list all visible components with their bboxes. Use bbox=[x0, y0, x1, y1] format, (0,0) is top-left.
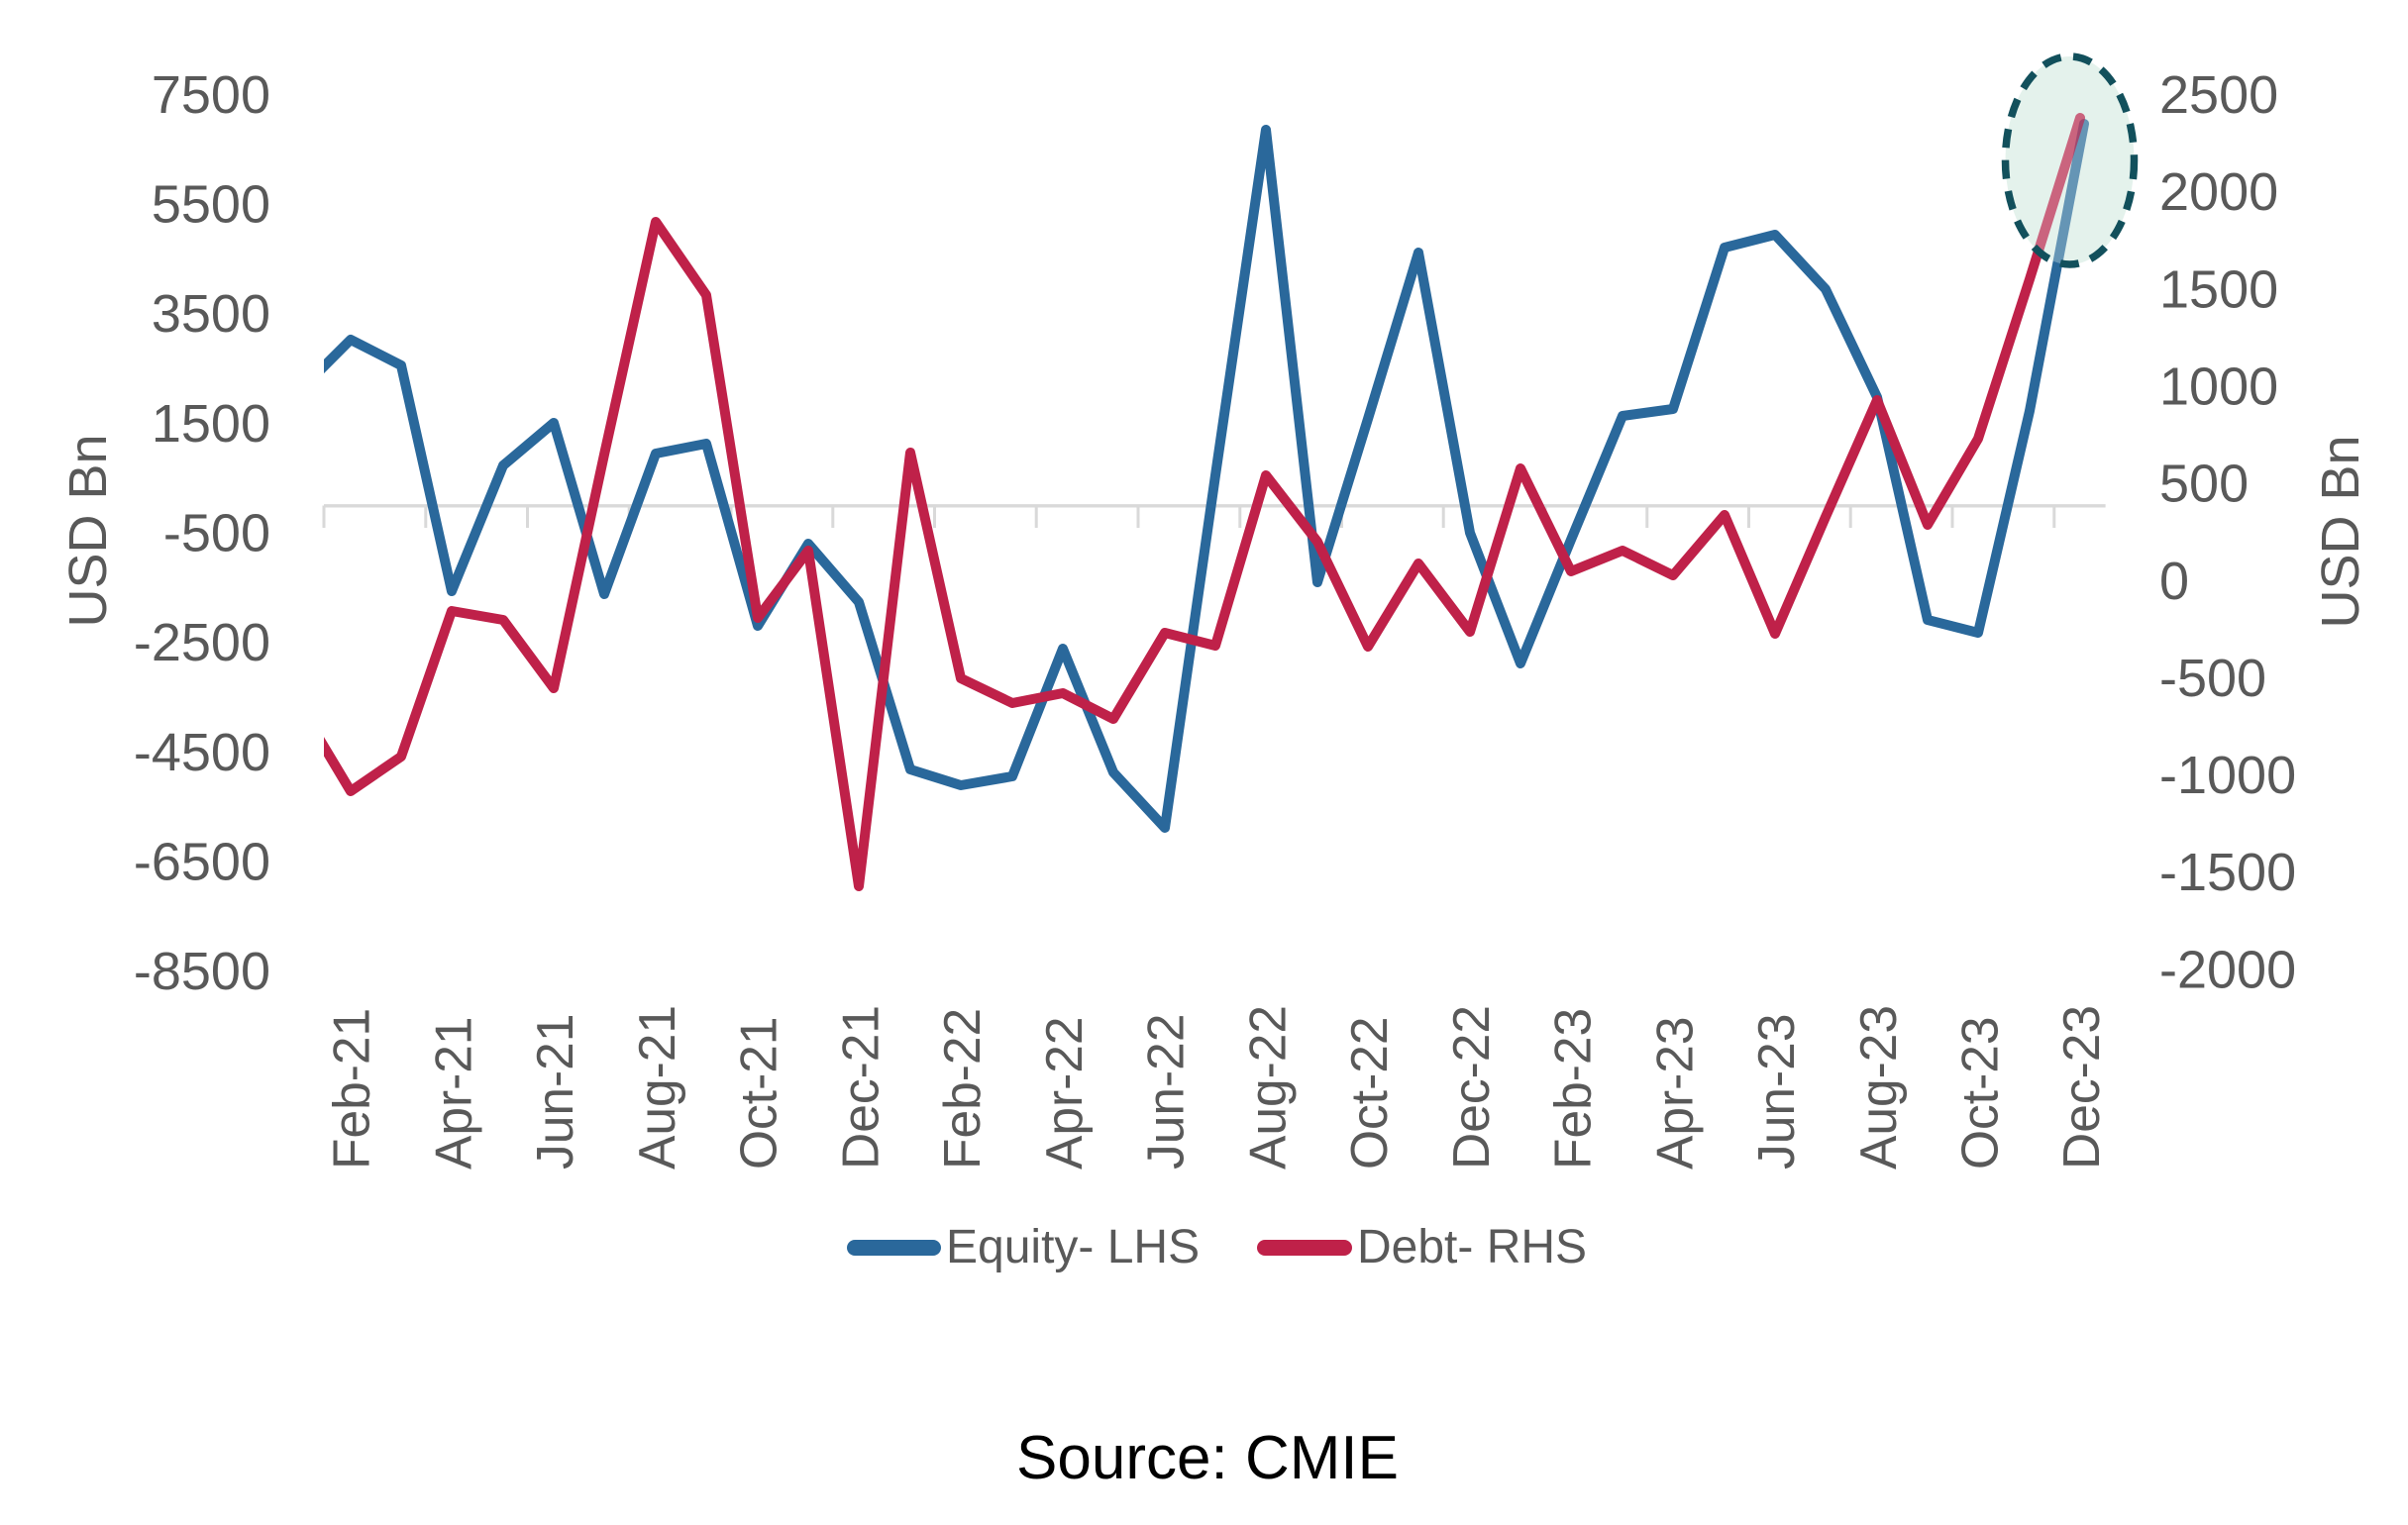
svg-text:3500: 3500 bbox=[152, 284, 270, 344]
svg-text:Apr-21: Apr-21 bbox=[424, 1016, 481, 1169]
svg-text:5500: 5500 bbox=[152, 175, 270, 235]
svg-text:Equity- LHS: Equity- LHS bbox=[946, 1221, 1200, 1273]
svg-text:Oct-22: Oct-22 bbox=[1340, 1016, 1398, 1169]
svg-text:-1000: -1000 bbox=[2159, 746, 2296, 805]
svg-text:Debt- RHS: Debt- RHS bbox=[1357, 1221, 1587, 1273]
svg-text:Dec-21: Dec-21 bbox=[831, 1005, 889, 1169]
svg-text:-4500: -4500 bbox=[134, 723, 270, 782]
svg-text:1000: 1000 bbox=[2159, 357, 2278, 417]
svg-text:Apr-23: Apr-23 bbox=[1645, 1016, 1703, 1169]
svg-text:Oct-23: Oct-23 bbox=[1951, 1016, 2009, 1169]
svg-text:2000: 2000 bbox=[2159, 162, 2278, 222]
svg-text:Jun-22: Jun-22 bbox=[1137, 1014, 1195, 1169]
svg-text:-2000: -2000 bbox=[2159, 940, 2296, 999]
svg-text:7500: 7500 bbox=[152, 65, 270, 125]
svg-text:500: 500 bbox=[2159, 455, 2249, 514]
svg-text:2500: 2500 bbox=[2159, 65, 2278, 125]
svg-text:Jun-23: Jun-23 bbox=[1747, 1014, 1805, 1169]
svg-text:Oct-21: Oct-21 bbox=[730, 1016, 787, 1169]
svg-text:-2500: -2500 bbox=[134, 613, 270, 672]
svg-text:Aug-22: Aug-22 bbox=[1238, 1005, 1296, 1169]
svg-text:-500: -500 bbox=[163, 504, 270, 563]
svg-text:-1500: -1500 bbox=[2159, 843, 2296, 902]
svg-text:Feb-22: Feb-22 bbox=[933, 1008, 991, 1169]
svg-text:Dec-23: Dec-23 bbox=[2052, 1005, 2110, 1169]
svg-text:-6500: -6500 bbox=[134, 832, 270, 891]
svg-text:1500: 1500 bbox=[152, 394, 270, 454]
svg-text:Aug-21: Aug-21 bbox=[628, 1005, 685, 1169]
svg-text:USD Bn: USD Bn bbox=[58, 434, 118, 627]
svg-text:Jun-21: Jun-21 bbox=[526, 1014, 583, 1169]
svg-text:Feb-21: Feb-21 bbox=[323, 1008, 380, 1169]
svg-text:Source: CMIE: Source: CMIE bbox=[1016, 1424, 1399, 1492]
svg-text:USD Bn: USD Bn bbox=[2311, 435, 2370, 628]
svg-text:0: 0 bbox=[2159, 552, 2189, 611]
svg-text:1500: 1500 bbox=[2159, 259, 2278, 319]
svg-text:-8500: -8500 bbox=[134, 942, 270, 1001]
svg-text:Apr-22: Apr-22 bbox=[1035, 1016, 1093, 1169]
svg-text:Dec-22: Dec-22 bbox=[1442, 1005, 1500, 1169]
svg-text:Aug-23: Aug-23 bbox=[1849, 1005, 1907, 1169]
svg-text:-500: -500 bbox=[2159, 649, 2266, 708]
svg-text:Feb-23: Feb-23 bbox=[1544, 1008, 1602, 1169]
